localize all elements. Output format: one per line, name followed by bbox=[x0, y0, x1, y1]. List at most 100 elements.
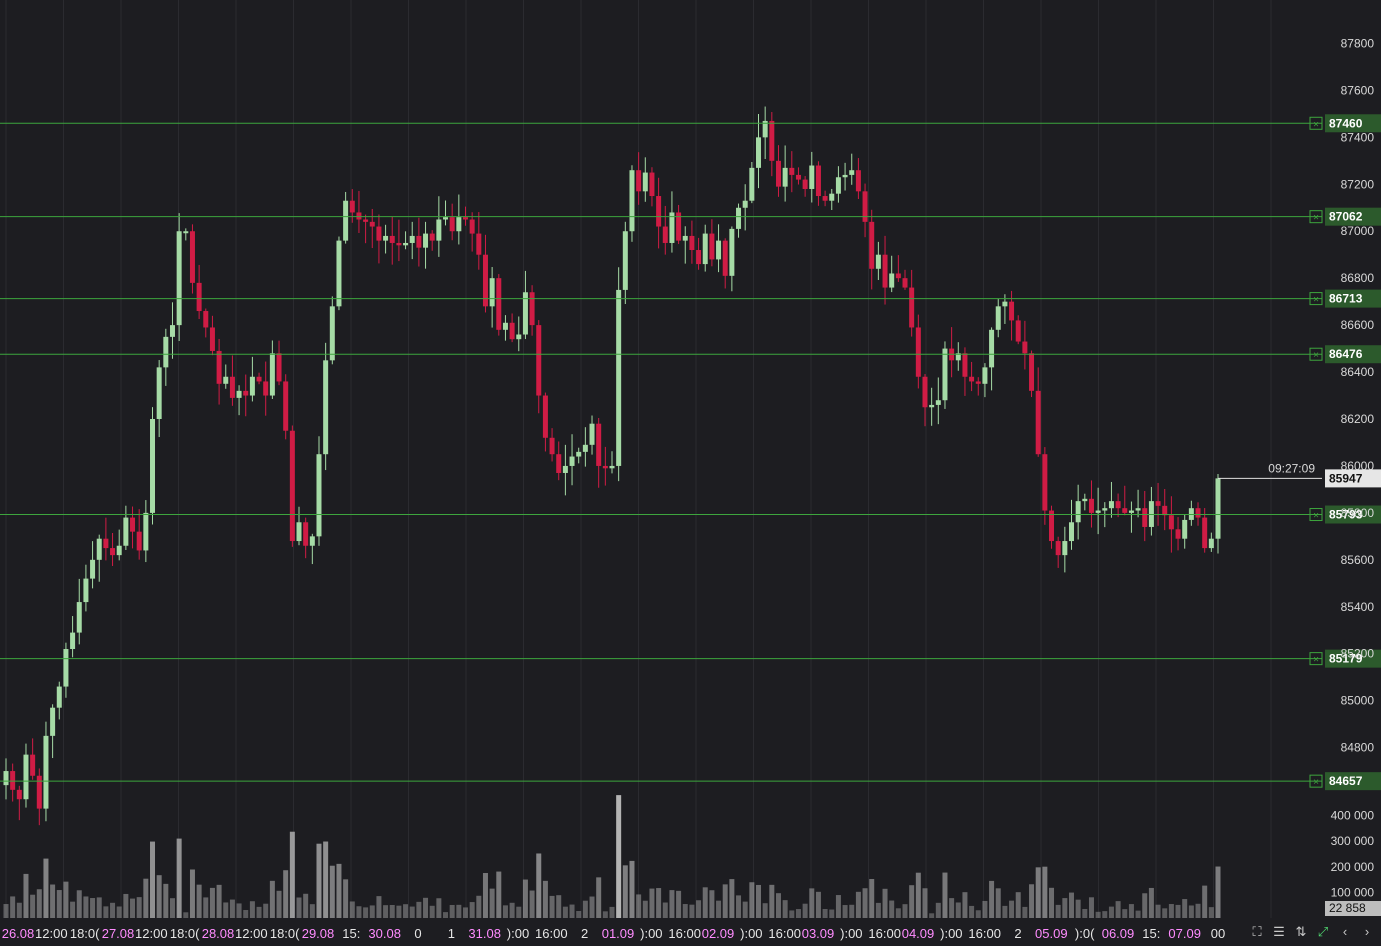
volume-bar bbox=[1088, 897, 1094, 918]
price-axis: 87800 87600 87400 87200 87000 86800 86600 86400… bbox=[1325, 36, 1381, 916]
fullscreen-icon[interactable]: ⛶ bbox=[1252, 924, 1262, 939]
candle-body bbox=[762, 120, 768, 138]
candle-body bbox=[456, 217, 462, 232]
volume-bar bbox=[209, 887, 215, 918]
volume-bar bbox=[30, 894, 36, 918]
volume-bar bbox=[1182, 899, 1188, 918]
time-tick-label: 1 bbox=[448, 926, 455, 941]
candle-body bbox=[343, 200, 349, 241]
level-close-glyph: × bbox=[1313, 511, 1319, 522]
time-tick-label: 15: bbox=[1142, 926, 1160, 941]
level-price-label: 84657 bbox=[1329, 774, 1363, 788]
candle-body bbox=[289, 430, 295, 542]
candle-body bbox=[756, 137, 762, 168]
candle-body bbox=[629, 170, 635, 232]
volume-bar bbox=[1049, 887, 1055, 918]
volume-bar bbox=[576, 910, 582, 918]
candle-body bbox=[1075, 501, 1081, 523]
candle-body bbox=[136, 531, 142, 551]
candle-body bbox=[389, 235, 395, 243]
volume-bar bbox=[516, 906, 522, 918]
level-close-glyph: × bbox=[1313, 655, 1319, 666]
volume-bar bbox=[962, 892, 968, 918]
candle-body bbox=[842, 174, 848, 178]
candle-body bbox=[243, 390, 249, 396]
time-tick-label: 12:00 bbox=[235, 926, 268, 941]
volume-bar bbox=[875, 902, 881, 918]
fit-screen-icon[interactable]: ⤢ bbox=[1317, 924, 1329, 939]
level-price-label: 87460 bbox=[1329, 116, 1363, 130]
time-tick-label: 16:00 bbox=[668, 926, 701, 941]
candle-body bbox=[509, 322, 515, 340]
volume-bar bbox=[296, 897, 302, 918]
candle-body bbox=[975, 381, 981, 384]
candle-body bbox=[889, 273, 895, 288]
volume-bar bbox=[582, 900, 588, 918]
candle-body bbox=[989, 329, 995, 368]
volume-bar bbox=[716, 900, 722, 918]
volume-bar bbox=[96, 897, 102, 918]
volume-bar bbox=[1142, 893, 1148, 918]
volume-bar bbox=[835, 895, 841, 918]
date-tick-label: 03.09 bbox=[802, 926, 835, 941]
volume-bar bbox=[1029, 884, 1035, 918]
candle-body bbox=[1142, 508, 1148, 527]
candle-body bbox=[722, 240, 728, 276]
price-tick-label: 86000 bbox=[1341, 459, 1375, 473]
candle-body bbox=[30, 754, 36, 776]
volume-bar bbox=[183, 912, 189, 918]
candle-body bbox=[895, 273, 901, 279]
candle-body bbox=[1082, 498, 1088, 502]
candle-body bbox=[516, 334, 522, 340]
volume-bar bbox=[869, 879, 875, 918]
candle-body bbox=[616, 289, 622, 466]
candle-body bbox=[96, 538, 102, 560]
volume-bar bbox=[949, 898, 955, 918]
candle-body bbox=[929, 404, 935, 408]
volume-bar bbox=[669, 890, 675, 918]
volume-bar bbox=[1002, 905, 1008, 918]
candle-body bbox=[596, 423, 602, 466]
volume-bar bbox=[935, 902, 941, 918]
candle-body bbox=[1155, 501, 1161, 506]
volume-bar bbox=[942, 872, 948, 918]
volume-bar bbox=[1135, 910, 1141, 918]
chevron-right-icon[interactable]: › bbox=[1364, 924, 1370, 939]
time-tick-label: 2 bbox=[581, 926, 588, 941]
volume-bar bbox=[136, 897, 142, 918]
candle-body bbox=[496, 278, 502, 330]
candle-body bbox=[469, 219, 475, 234]
candle-body bbox=[43, 735, 49, 809]
candle-body bbox=[1128, 510, 1134, 513]
volume-bar bbox=[1202, 885, 1208, 918]
time-tick-label: ):00 bbox=[640, 926, 662, 941]
volume-bar bbox=[456, 904, 462, 918]
vertical-scale-icon[interactable]: ⇅ bbox=[1295, 924, 1307, 939]
level-price-label: 85179 bbox=[1329, 652, 1363, 666]
volume-bar bbox=[363, 907, 369, 918]
date-tick-label: 27.08 bbox=[102, 926, 135, 941]
price-tick-label: 86600 bbox=[1341, 318, 1375, 332]
volume-bar bbox=[396, 905, 402, 918]
volume-bar bbox=[1075, 899, 1081, 918]
volume-bar bbox=[389, 904, 395, 918]
candles bbox=[3, 106, 1221, 826]
volume-bar bbox=[309, 904, 315, 918]
price-tick-label: 87400 bbox=[1341, 130, 1375, 144]
candle-body bbox=[482, 254, 488, 307]
price-tick-label: 86200 bbox=[1341, 412, 1375, 426]
candle-body bbox=[429, 233, 435, 241]
volume-bar bbox=[855, 891, 861, 918]
candle-body bbox=[203, 311, 209, 328]
volume-bar bbox=[56, 890, 62, 918]
candle-body bbox=[130, 517, 136, 532]
level-price-box bbox=[1325, 114, 1381, 133]
volume-bar bbox=[1082, 908, 1088, 918]
sliders-icon[interactable]: ☰ bbox=[1273, 924, 1285, 939]
candle-body bbox=[176, 231, 182, 326]
volume-bar bbox=[995, 888, 1001, 918]
chevron-left-icon[interactable]: ‹ bbox=[1342, 924, 1348, 939]
time-tick-label: 18:0( bbox=[170, 926, 200, 941]
volume-bar bbox=[276, 890, 282, 918]
